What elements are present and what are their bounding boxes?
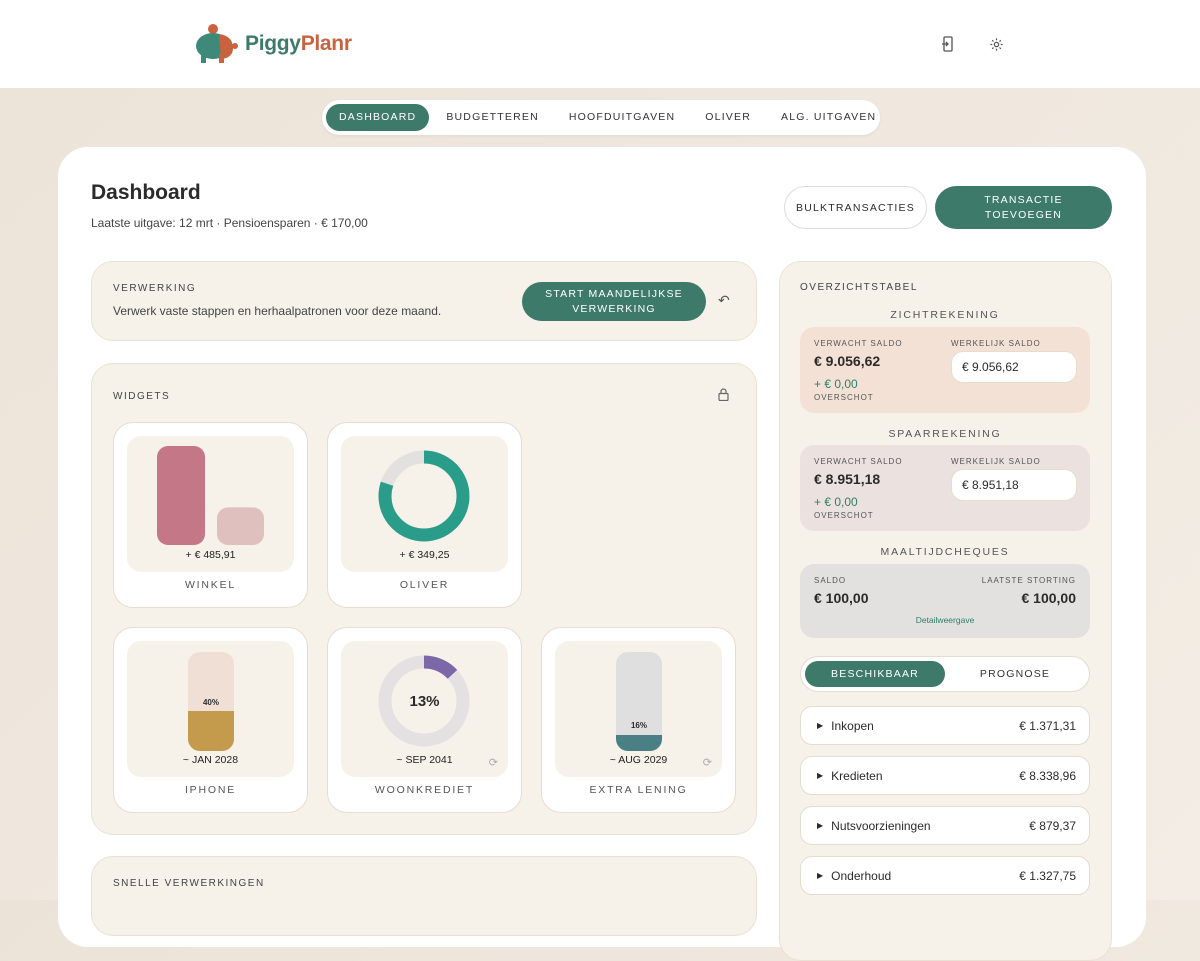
maaltijd-title: MAALTIJDCHEQUES: [880, 546, 1010, 558]
last-deposit-label: LAATSTE STORTING: [981, 576, 1076, 585]
surplus-value: + € 0,00: [814, 377, 858, 391]
lock-icon[interactable]: [718, 388, 729, 406]
caret-right-icon: ▶: [817, 821, 824, 830]
widget-value: + € 349,25: [399, 549, 450, 561]
nav-oliver[interactable]: OLIVER: [705, 111, 751, 123]
expected-label: VERWACHT SALDO: [814, 339, 903, 348]
surplus-label: OVERSCHOT: [814, 511, 874, 520]
spaar-title: SPAARREKENING: [888, 428, 1002, 440]
toggle-prognose[interactable]: PROGNOSE: [979, 668, 1051, 680]
widget-winkel[interactable]: + € 485,91 WINKEL: [113, 422, 308, 608]
caret-right-icon: ▶: [817, 871, 824, 880]
widgets-title: WIDGETS: [113, 391, 171, 402]
list-item[interactable]: ▶ Nutsvoorzieningen € 879,37: [800, 806, 1090, 845]
widget-woonkrediet[interactable]: 13% ~ SEP 2041 ⟳ WOONKREDIET: [327, 627, 522, 813]
woonkrediet-donut-chart: [378, 655, 470, 747]
actual-label: WERKELIJK SALDO: [951, 457, 1041, 466]
saldo-label: SALDO: [814, 576, 847, 585]
row-name: Kredieten: [831, 768, 883, 783]
overzicht-title: OVERZICHTSTABEL: [800, 282, 918, 293]
saldo-value: € 100,00: [814, 590, 869, 606]
winkel-bar-1: [157, 446, 205, 545]
progress-percent: 40%: [202, 698, 219, 707]
iphone-progress-pill: 40%: [188, 652, 234, 751]
nav-alg-uitgaven[interactable]: ALG. UITGAVEN: [781, 111, 877, 123]
zicht-actual-input[interactable]: € 9.056,62: [951, 351, 1077, 383]
widget-value: + € 485,91: [185, 549, 236, 561]
spaar-card: VERWACHT SALDO € 8.951,18 + € 0,00 OVERS…: [800, 445, 1090, 531]
logo-text: PiggyPlanr: [245, 32, 352, 55]
main-nav: DASHBOARD BUDGETTEREN HOOFDUITGAVEN OLIV…: [322, 100, 880, 135]
logout-icon[interactable]: [938, 34, 958, 54]
spaar-actual-input[interactable]: € 8.951,18: [951, 469, 1077, 501]
nav-dashboard[interactable]: DASHBOARD: [326, 104, 430, 131]
snelle-verwerkingen-panel: SNELLE VERWERKINGEN: [91, 856, 757, 936]
surplus-label: OVERSCHOT: [814, 393, 874, 402]
expected-label: VERWACHT SALDO: [814, 457, 903, 466]
oliver-donut-chart: [378, 450, 470, 542]
row-amount: € 1.327,75: [1019, 868, 1076, 883]
donut-arc: [378, 655, 470, 747]
widget-label: OLIVER: [399, 579, 450, 591]
widget-value: ~ JAN 2028: [182, 754, 239, 766]
widget-value: ~ AUG 2029: [609, 754, 668, 766]
progress-fill: [616, 735, 662, 751]
widget-iphone[interactable]: 40% ~ JAN 2028 IPHONE: [113, 627, 308, 813]
actual-label: WERKELIJK SALDO: [951, 339, 1041, 348]
maaltijd-card: SALDO € 100,00 LAATSTE STORTING € 100,00…: [800, 564, 1090, 638]
row-amount: € 8.338,96: [1019, 768, 1076, 783]
surplus-value: + € 0,00: [814, 495, 858, 509]
undo-icon[interactable]: ↶: [718, 292, 730, 308]
last-expense-text: Laatste uitgave: 12 mrt · Pensioensparen…: [91, 216, 368, 230]
widget-value: ~ SEP 2041: [396, 754, 453, 766]
refresh-icon[interactable]: ⟳: [702, 757, 712, 769]
verwerking-description: Verwerk vaste stappen en herhaalpatronen…: [113, 304, 442, 318]
nav-hoofduitgaven[interactable]: HOOFDUITGAVEN: [568, 111, 676, 123]
caret-right-icon: ▶: [817, 721, 824, 730]
page-title: Dashboard: [91, 181, 201, 204]
toggle-beschikbaar[interactable]: BESCHIKBAAR: [805, 661, 945, 687]
nav-budgetteren[interactable]: BUDGETTEREN: [446, 111, 539, 123]
winkel-bar-2: [217, 507, 264, 545]
refresh-icon[interactable]: ⟳: [488, 757, 498, 769]
last-deposit-value: € 100,00: [1021, 590, 1077, 606]
widget-extra-lening[interactable]: 16% ~ AUG 2029 ⟳ EXTRA LENING: [541, 627, 736, 813]
list-item[interactable]: ▶ Inkopen € 1.371,31: [800, 706, 1090, 745]
list-item[interactable]: ▶ Onderhoud € 1.327,75: [800, 856, 1090, 895]
verwerking-panel: VERWERKING Verwerk vaste stappen en herh…: [91, 261, 757, 341]
view-toggle: BESCHIKBAAR PROGNOSE: [800, 656, 1090, 692]
donut-arc: [378, 450, 470, 542]
row-amount: € 879,37: [1029, 818, 1076, 833]
widget-label: WINKEL: [184, 579, 237, 591]
widget-label: IPHONE: [184, 784, 237, 796]
widget-oliver[interactable]: + € 349,25 OLIVER: [327, 422, 522, 608]
expected-value: € 9.056,62: [814, 353, 881, 369]
row-name: Nutsvoorzieningen: [831, 818, 931, 833]
snelle-verwerkingen-title: SNELLE VERWERKINGEN: [113, 878, 265, 889]
widget-label: WOONKREDIET: [374, 784, 475, 796]
piggy-logo-icon: [196, 24, 238, 63]
gear-icon[interactable]: [986, 34, 1006, 54]
winkel-bar-chart: [157, 446, 264, 545]
start-monthly-processing-button[interactable]: START MAANDELIJKSE VERWERKING: [522, 282, 706, 321]
widget-label: EXTRA LENING: [589, 784, 688, 796]
zicht-card: VERWACHT SALDO € 9.056,62 + € 0,00 OVERS…: [800, 327, 1090, 413]
row-name: Onderhoud: [831, 868, 892, 883]
progress-fill: [188, 711, 234, 751]
progress-percent: 16%: [630, 721, 647, 730]
bulk-transactions-button[interactable]: BULKTRANSACTIES: [784, 186, 927, 229]
list-item[interactable]: ▶ Kredieten € 8.338,96: [800, 756, 1090, 795]
detail-link[interactable]: Detailweergave: [915, 615, 975, 625]
zicht-title: ZICHTREKENING: [890, 309, 1000, 321]
row-name: Inkopen: [831, 718, 874, 733]
caret-right-icon: ▶: [817, 771, 824, 780]
expected-value: € 8.951,18: [814, 471, 881, 487]
verwerking-title: VERWERKING: [113, 283, 197, 294]
donut-percent: 13%: [409, 693, 440, 710]
logo[interactable]: PiggyPlanr: [193, 22, 352, 66]
top-bar: [0, 0, 1200, 88]
extra-lening-progress-pill: 16%: [616, 652, 662, 751]
add-transaction-button[interactable]: TRANSACTIE TOEVOEGEN: [935, 186, 1112, 229]
row-amount: € 1.371,31: [1019, 718, 1076, 733]
